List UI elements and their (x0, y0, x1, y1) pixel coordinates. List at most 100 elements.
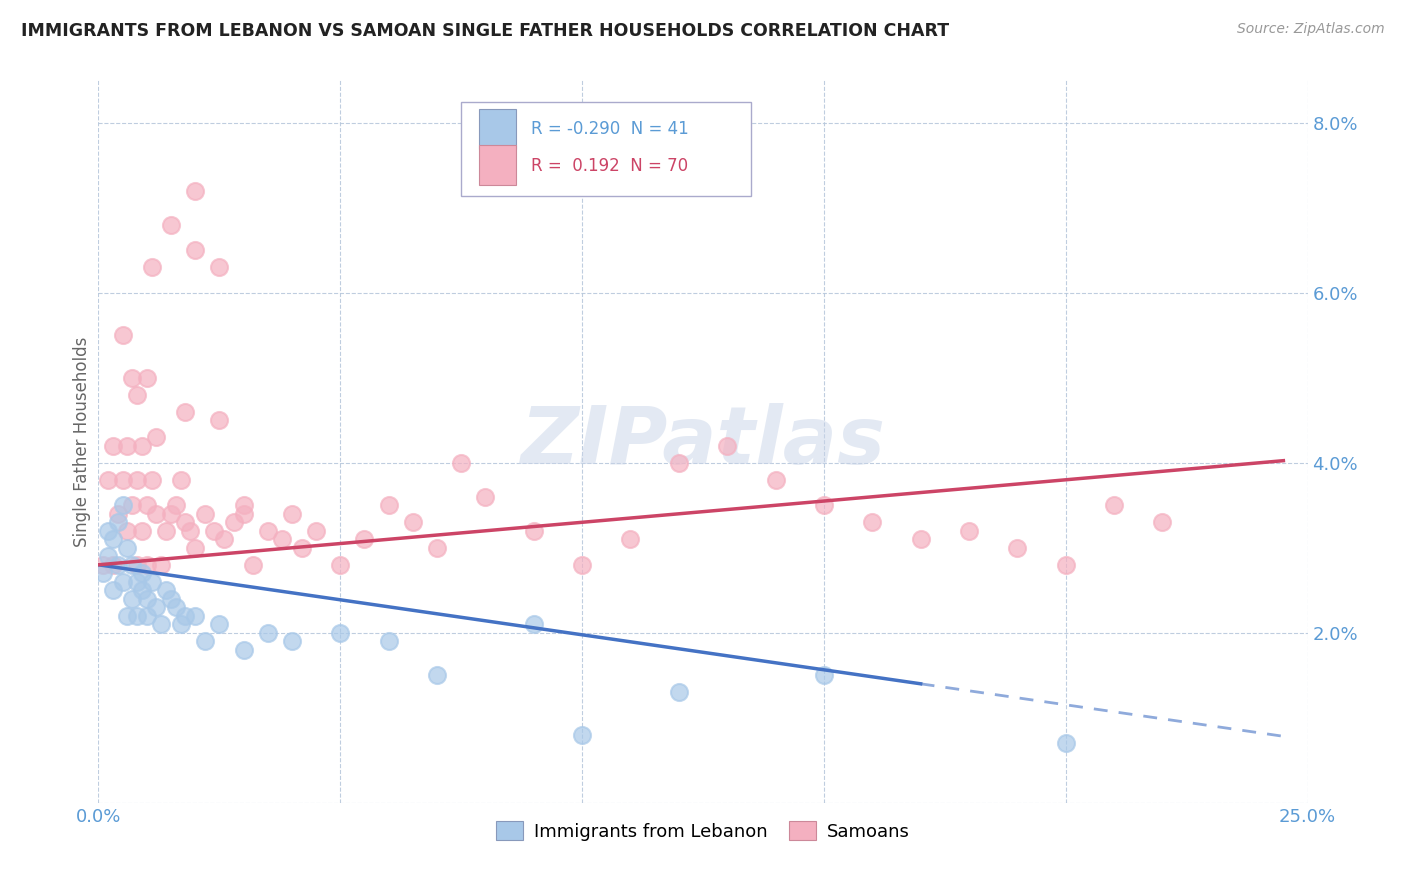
Point (101, 583, 124, 598)
Point (107, 558, 129, 572)
Bar (479, 145, 516, 185)
Point (91, 566, 114, 581)
Point (402, 516, 425, 530)
Point (174, 516, 197, 530)
Point (1054, 558, 1077, 572)
Point (813, 498, 835, 512)
Point (121, 591, 143, 606)
Point (184, 184, 207, 198)
Point (571, 728, 593, 742)
Point (131, 439, 153, 453)
Point (668, 685, 690, 699)
Point (169, 617, 191, 632)
Point (1007, 541, 1029, 555)
Point (184, 244, 207, 258)
Point (860, 516, 883, 530)
Point (111, 473, 134, 487)
Point (571, 558, 593, 572)
FancyBboxPatch shape (461, 102, 751, 196)
Point (135, 371, 157, 385)
Point (194, 507, 217, 521)
Point (160, 218, 183, 232)
Point (131, 566, 153, 581)
Point (150, 617, 173, 632)
Point (426, 668, 449, 682)
Point (117, 439, 139, 453)
Point (256, 524, 278, 538)
Point (1102, 498, 1125, 512)
Point (174, 608, 197, 623)
Point (97, 549, 120, 564)
Point (141, 574, 163, 589)
Point (91, 558, 114, 572)
Point (97, 473, 120, 487)
Point (121, 558, 143, 572)
Point (174, 405, 197, 419)
Point (281, 634, 304, 648)
Point (716, 439, 738, 453)
Point (111, 574, 134, 589)
Point (426, 541, 449, 555)
Point (121, 371, 143, 385)
Point (121, 498, 143, 512)
Point (127, 473, 149, 487)
Point (107, 507, 129, 521)
Point (131, 583, 153, 598)
Point (619, 533, 641, 547)
Point (169, 473, 191, 487)
Text: R = -0.290  N = 41: R = -0.290 N = 41 (531, 120, 689, 137)
Point (474, 490, 496, 504)
Point (232, 642, 254, 657)
Point (101, 558, 124, 572)
Point (208, 260, 231, 275)
Point (155, 524, 177, 538)
Point (353, 533, 375, 547)
Point (127, 558, 149, 572)
Point (145, 430, 167, 444)
Point (222, 516, 245, 530)
Point (232, 507, 254, 521)
Point (135, 591, 157, 606)
Point (377, 634, 399, 648)
Point (290, 541, 312, 555)
Text: R =  0.192  N = 70: R = 0.192 N = 70 (531, 156, 689, 175)
Point (242, 558, 264, 572)
Point (150, 558, 173, 572)
Point (813, 668, 835, 682)
Point (131, 524, 153, 538)
Point (523, 617, 546, 632)
Point (135, 558, 157, 572)
Point (910, 533, 932, 547)
Point (135, 608, 157, 623)
Point (1152, 516, 1174, 530)
Point (117, 524, 139, 538)
Legend: Immigrants from Lebanon, Samoans: Immigrants from Lebanon, Samoans (489, 814, 917, 848)
Point (204, 524, 226, 538)
Point (523, 524, 546, 538)
Point (165, 600, 187, 615)
Text: Source: ZipAtlas.com: Source: ZipAtlas.com (1237, 22, 1385, 37)
Text: IMMIGRANTS FROM LEBANON VS SAMOAN SINGLE FATHER HOUSEHOLDS CORRELATION CHART: IMMIGRANTS FROM LEBANON VS SAMOAN SINGLE… (21, 22, 949, 40)
Point (668, 456, 690, 470)
Y-axis label: Single Father Households: Single Father Households (73, 336, 91, 547)
Point (127, 608, 149, 623)
Point (765, 473, 787, 487)
Point (208, 413, 231, 427)
Bar (479, 109, 516, 149)
Point (329, 558, 352, 572)
Point (141, 260, 163, 275)
Point (281, 507, 304, 521)
Point (141, 473, 163, 487)
Point (232, 498, 254, 512)
Point (212, 533, 235, 547)
Point (194, 634, 217, 648)
Point (329, 625, 352, 640)
Point (117, 541, 139, 555)
Point (155, 583, 177, 598)
Point (179, 524, 201, 538)
Point (184, 541, 207, 555)
Point (160, 591, 183, 606)
Point (127, 388, 149, 402)
Point (145, 600, 167, 615)
Point (377, 498, 399, 512)
